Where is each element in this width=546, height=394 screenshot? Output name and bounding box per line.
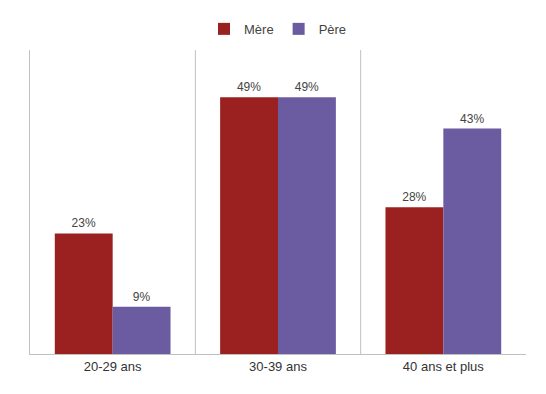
svg-text:43%: 43% xyxy=(460,112,484,126)
svg-text:23%: 23% xyxy=(72,216,96,230)
svg-text:20-29 ans: 20-29 ans xyxy=(84,359,142,374)
svg-text:9%: 9% xyxy=(133,290,151,304)
svg-text:Père: Père xyxy=(319,22,346,37)
svg-text:28%: 28% xyxy=(402,190,426,204)
svg-text:49%: 49% xyxy=(237,80,261,94)
svg-text:40 ans et plus: 40 ans et plus xyxy=(403,359,484,374)
svg-text:Mère: Mère xyxy=(244,22,274,37)
svg-text:30-39 ans: 30-39 ans xyxy=(249,359,307,374)
svg-text:49%: 49% xyxy=(295,80,319,94)
